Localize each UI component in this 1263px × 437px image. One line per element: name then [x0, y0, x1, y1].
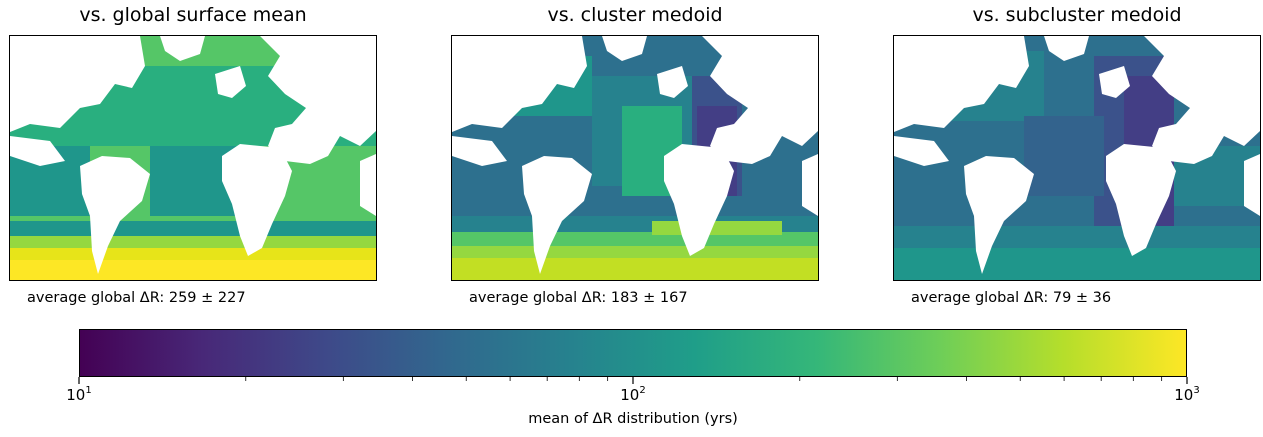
- panel-3-map-svg: [894, 36, 1260, 280]
- panel-1-land-mask: [360, 154, 376, 216]
- panel-3-ocean-region: [1024, 116, 1104, 196]
- panel-3-land-mask: [1099, 66, 1130, 98]
- panel-1-map: [9, 35, 377, 281]
- panel-2-land-mask: [522, 156, 592, 274]
- panel-2-map: [451, 35, 819, 281]
- colorbar-tick-label-1: 101: [66, 385, 92, 404]
- panel-2-title: vs. cluster medoid: [547, 4, 723, 26]
- panel-3-land-mask: [1144, 36, 1260, 164]
- panel-2-ocean-region: [452, 246, 818, 260]
- panel-2-ocean-region: [452, 258, 818, 280]
- panel-3-land-mask: [1244, 154, 1260, 216]
- panel-1-stat: average global ΔR: 259 ± 227: [27, 290, 246, 306]
- panel-1-land-mask: [10, 36, 145, 132]
- panel-2-land-mask: [452, 136, 507, 166]
- panel-2-land-mask: [602, 36, 647, 61]
- panel-3-title: vs. subcluster medoid: [972, 4, 1182, 26]
- panel-3-stat: average global ΔR: 79 ± 36: [911, 290, 1112, 306]
- panel-1-title: vs. global surface mean: [79, 4, 307, 26]
- panel-2-land-mask: [664, 144, 734, 256]
- panel-3-land-mask: [894, 136, 949, 166]
- panel-1-ocean-region: [10, 260, 376, 280]
- panel-3-land-mask: [1044, 36, 1089, 61]
- panel-2-stat: average global ΔR: 183 ± 167: [469, 290, 688, 306]
- panel-1-land-mask: [222, 144, 292, 256]
- panel-1-land-mask: [215, 66, 246, 98]
- panel-1-ocean-region: [10, 248, 376, 262]
- panel-1-land-mask: [80, 156, 150, 274]
- panel-2-map-svg: [452, 36, 818, 280]
- panel-2-land-mask: [702, 36, 818, 164]
- panel-3-land-mask: [894, 36, 1029, 132]
- colorbar-tick-label-3: 103: [1174, 385, 1200, 404]
- colorbar-label: mean of ΔR distribution (yrs): [528, 411, 738, 427]
- panel-1-land-mask: [160, 36, 205, 61]
- panel-1-land-mask: [260, 36, 376, 164]
- panel-3-ocean-region: [894, 248, 1260, 280]
- panel-3-land-mask: [964, 156, 1034, 274]
- panel-2-land-mask: [657, 66, 688, 98]
- panel-3-land-mask: [1106, 144, 1176, 256]
- panel-2-land-mask: [452, 36, 587, 132]
- colorbar: [79, 329, 1187, 377]
- panel-2-ocean-region: [652, 221, 782, 235]
- panel-1-land-mask: [10, 136, 65, 166]
- panel-3-map: [893, 35, 1261, 281]
- panel-3-ocean-region: [894, 226, 1260, 251]
- colorbar-tick-label-2: 102: [620, 385, 646, 404]
- panel-1-map-svg: [10, 36, 376, 280]
- panel-2-land-mask: [802, 154, 818, 216]
